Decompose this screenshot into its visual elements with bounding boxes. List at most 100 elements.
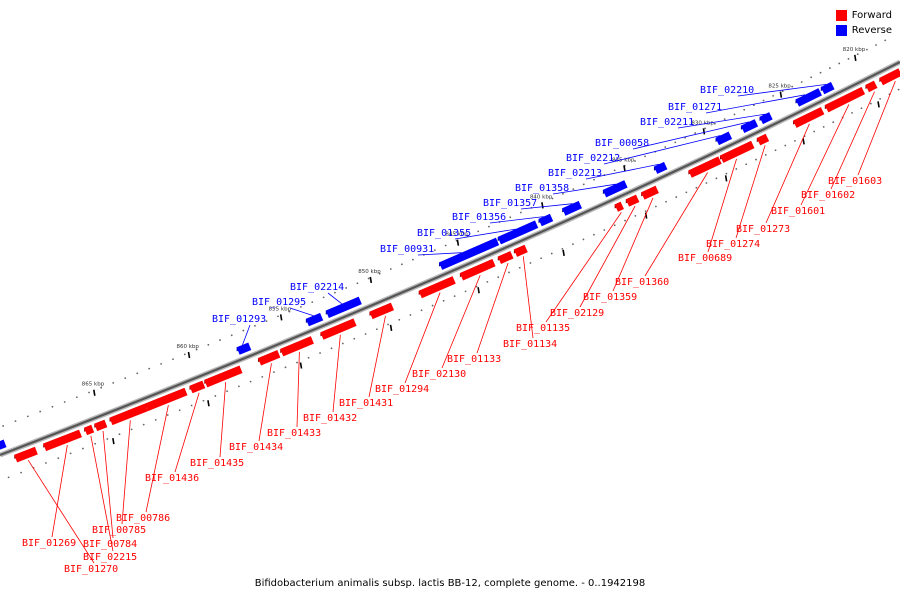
forward-gene-block — [614, 201, 624, 212]
scale-dot — [118, 433, 121, 436]
scale-dot — [195, 348, 198, 351]
scale-dot — [341, 342, 344, 345]
forward-gene-block — [879, 68, 900, 86]
forward-leader-line — [296, 351, 300, 428]
forward-gene-block — [418, 276, 456, 299]
scale-dot — [356, 282, 359, 285]
reverse-leader-line — [677, 113, 766, 129]
forward-gene-block — [793, 107, 825, 128]
scale-dot — [884, 39, 887, 42]
tick-mark — [93, 389, 96, 396]
scale-dot — [178, 409, 181, 412]
scale-dot — [63, 401, 66, 403]
scale-dot — [695, 186, 698, 189]
scale-dot — [420, 309, 423, 312]
forward-gene-label: BIF_02215 — [83, 552, 137, 563]
scale-dot — [442, 299, 445, 302]
forward-gene-label: BIF_01134 — [503, 339, 557, 350]
reverse-gene-block — [305, 312, 324, 327]
scale-dot — [307, 356, 310, 359]
tick-label: 860 kbp — [177, 344, 200, 350]
forward-gene-label: BIF_01269 — [22, 538, 76, 549]
forward-gene-label: BIF_01133 — [447, 354, 501, 365]
scale-dot — [603, 229, 606, 231]
tick-mark — [853, 54, 857, 62]
forward-leader-line — [368, 315, 386, 398]
reverse-leader-line — [705, 94, 806, 114]
scale-dot — [828, 67, 831, 69]
scale-dot — [572, 188, 575, 191]
forward-gene-label: BIF_01294 — [375, 384, 429, 395]
tick-mark — [779, 91, 783, 98]
scale-dot — [613, 224, 616, 227]
tick-label: 850 kbp — [358, 269, 381, 275]
scale-dot — [847, 57, 850, 60]
tick-mark — [456, 239, 460, 246]
scale-dot — [75, 396, 78, 399]
tick-mark-lower — [207, 400, 210, 407]
scale-dot — [265, 320, 268, 322]
forward-leader-line — [145, 405, 169, 513]
forward-leader-line — [644, 172, 708, 277]
legend-forward-label: Forward — [851, 10, 892, 21]
scale-dot — [94, 442, 97, 445]
forward-swatch — [835, 10, 847, 21]
forward-gene-label: BIF_01270 — [64, 564, 118, 575]
reverse-gene-label: BIF_01358 — [515, 183, 569, 194]
scale-dot — [57, 457, 60, 460]
forward-gene-block — [280, 336, 314, 357]
scale-dot — [202, 399, 205, 402]
scale-dot — [735, 168, 738, 170]
scale-dot — [400, 263, 403, 266]
scale-dot — [519, 211, 522, 214]
scale-dot — [897, 88, 900, 91]
scale-dot — [14, 420, 17, 423]
scale-dot — [7, 476, 10, 479]
reverse-gene-label: BIF_01295 — [252, 297, 306, 308]
scale-dot — [832, 121, 835, 124]
scale-dot — [444, 244, 447, 247]
forward-leader-line — [90, 435, 114, 552]
tick-mark — [541, 202, 544, 209]
forward-gene-block — [204, 365, 243, 388]
forward-leader-line — [800, 104, 850, 206]
forward-gene-label: BIF_01360 — [615, 277, 669, 288]
scale-dot — [582, 238, 585, 241]
reverse-gene-block — [497, 220, 539, 245]
tick-mark-lower — [877, 101, 880, 108]
scale-dot — [551, 197, 554, 200]
forward-gene-label: BIF_02129 — [550, 308, 604, 319]
scale-dot — [866, 48, 868, 51]
reverse-gene-label: BIF_01356 — [452, 212, 506, 223]
scale-dot — [869, 102, 872, 105]
scale-dot — [409, 314, 412, 316]
forward-gene-block — [459, 258, 496, 281]
scale-dot — [508, 271, 510, 274]
scale-dot — [130, 428, 133, 431]
reverse-gene-label: BIF_02210 — [700, 85, 754, 96]
scale-dot — [249, 380, 252, 383]
scale-dot — [781, 90, 784, 93]
scale-dot — [261, 375, 264, 378]
scale-dot — [39, 410, 42, 413]
scale-dot — [112, 382, 115, 384]
scale-dot — [745, 163, 748, 166]
scale-dot — [529, 262, 532, 264]
scale-dot — [242, 329, 245, 332]
forward-leader-line — [404, 292, 441, 384]
forward-gene-label: BIF_00785 — [92, 525, 146, 536]
scale-dot — [345, 287, 348, 289]
scale-dot — [572, 243, 574, 246]
tick-label: 825 kbp — [768, 84, 791, 90]
scale-dot — [433, 249, 436, 252]
tick-label: 865 kbp — [82, 382, 105, 388]
reverse-leader-line — [289, 307, 314, 317]
forward-leader-line — [174, 392, 200, 473]
reverse-gene-block — [795, 88, 822, 107]
forward-gene-label: BIF_02130 — [412, 369, 466, 380]
scale-dot — [488, 225, 490, 228]
tick-mark — [369, 276, 373, 284]
forward-gene-block — [824, 86, 866, 113]
forward-leader-line — [121, 420, 131, 525]
scale-dot — [624, 219, 626, 222]
